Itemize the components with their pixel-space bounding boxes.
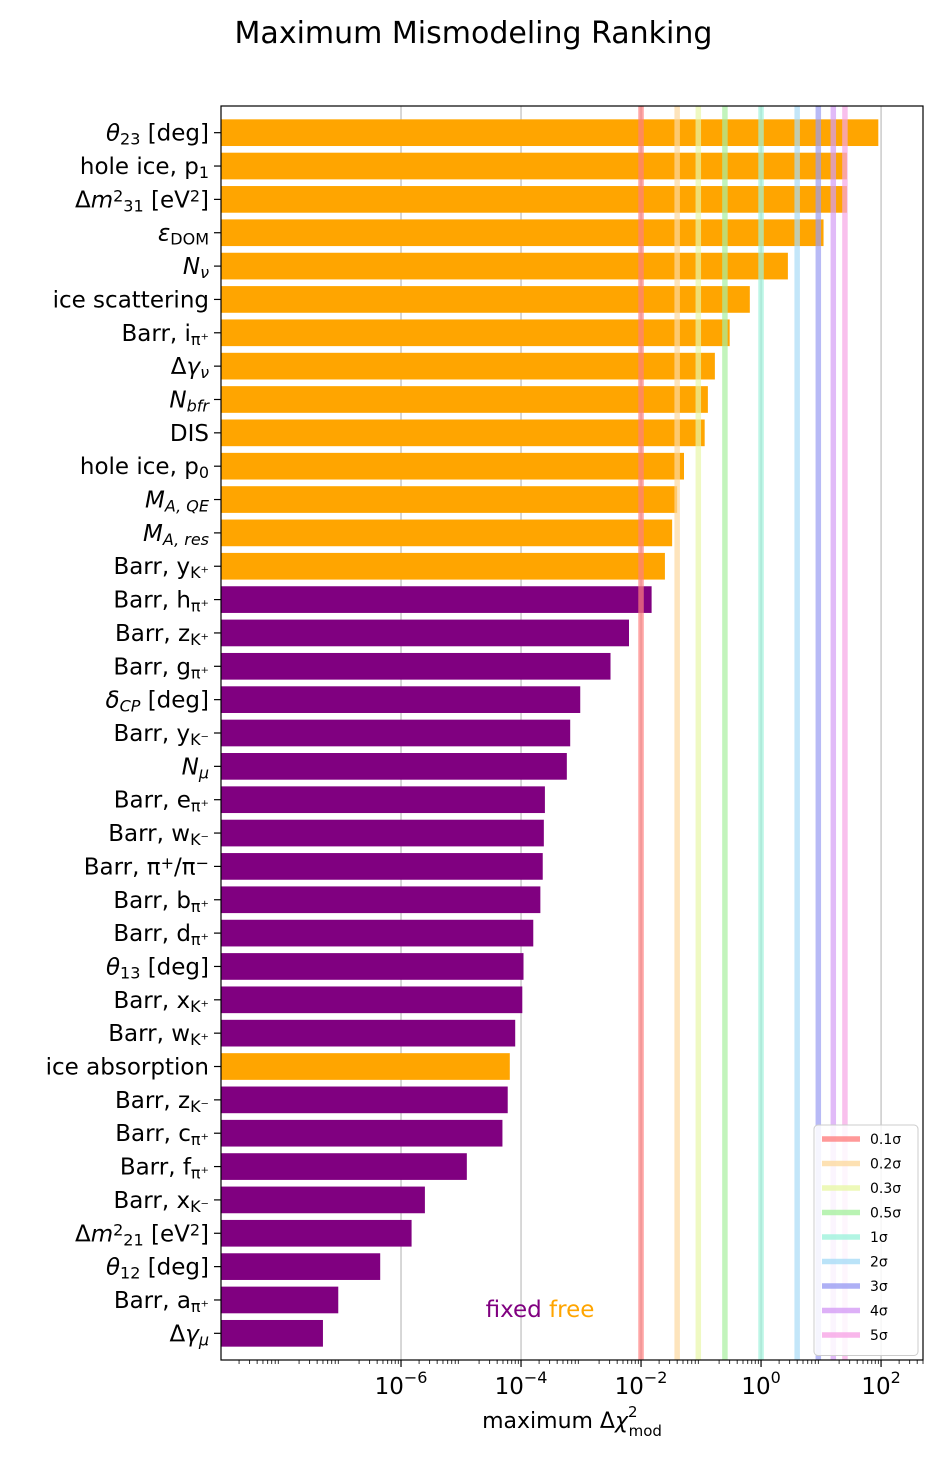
bar-label-31: Barr, fπ⁺ bbox=[120, 1155, 209, 1183]
bar-label-36: Δγμ bbox=[169, 1321, 209, 1349]
bar-label-22: Barr, π+/π− bbox=[84, 853, 209, 880]
bar-label-4: Nν bbox=[183, 254, 209, 282]
chart-title: Maximum Mismodeling Ranking bbox=[234, 16, 713, 51]
bar-label-9: DIS bbox=[170, 421, 209, 447]
legend-label-4: 1σ bbox=[870, 1230, 888, 1246]
legend-label-0: 0.1σ bbox=[870, 1132, 901, 1148]
bar-label-32: Barr, xK⁻ bbox=[113, 1188, 209, 1216]
bar-16 bbox=[221, 652, 611, 680]
x-tick-label-0: 10−6 bbox=[375, 1368, 428, 1400]
fixed-free-annotation: fixed free bbox=[486, 1297, 595, 1323]
bar-label-2: Δm231 [eV2] bbox=[75, 186, 209, 215]
bar-29 bbox=[221, 1086, 508, 1114]
bar-label-6: Barr, iπ⁺ bbox=[122, 321, 209, 349]
bar-11 bbox=[221, 486, 678, 513]
bar-24 bbox=[221, 919, 534, 947]
bar-35 bbox=[221, 1286, 339, 1314]
bar-label-19: Nμ bbox=[182, 754, 209, 782]
bar-20 bbox=[221, 786, 545, 814]
bar-28 bbox=[221, 1053, 510, 1080]
bar-17 bbox=[221, 686, 581, 713]
bar-label-18: Barr, yK⁻ bbox=[113, 721, 209, 749]
bar-18 bbox=[221, 719, 571, 747]
legend-label-3: 0.5σ bbox=[870, 1206, 901, 1222]
legend-label-1: 0.2σ bbox=[870, 1157, 901, 1173]
bar-label-3: εDOM bbox=[158, 221, 209, 249]
bar-label-28: ice absorption bbox=[46, 1055, 209, 1081]
bar-label-11: MA, QE bbox=[145, 488, 210, 516]
bar-label-5: ice scattering bbox=[53, 287, 209, 313]
x-tick-labels: 10−6 10−4 10−2 100 102 bbox=[238, 1360, 924, 1400]
bar-label-26: Barr, xK⁺ bbox=[113, 988, 209, 1016]
bar-label-14: Barr, hπ⁺ bbox=[113, 588, 209, 616]
bar-label-35: Barr, aπ⁺ bbox=[114, 1288, 209, 1316]
bar-label-17: δCP [deg] bbox=[105, 688, 209, 716]
bar-label-34: θ12 [deg] bbox=[106, 1255, 209, 1283]
bar-label-25: θ13 [deg] bbox=[106, 954, 209, 982]
bar-label-10: hole ice, p0 bbox=[80, 454, 209, 482]
legend-label-7: 4σ bbox=[870, 1304, 888, 1320]
bar-6 bbox=[221, 319, 730, 347]
bar-22 bbox=[221, 853, 543, 880]
legend-label-8: 5σ bbox=[870, 1328, 888, 1344]
bar-9 bbox=[221, 419, 705, 447]
bar-label-12: MA, res bbox=[143, 521, 209, 549]
bar-label-20: Barr, eπ⁺ bbox=[114, 788, 209, 816]
bar-32 bbox=[221, 1186, 425, 1214]
bar-23 bbox=[221, 886, 541, 914]
bar-label-16: Barr, gπ⁺ bbox=[113, 654, 209, 682]
legend-label-5: 2σ bbox=[870, 1255, 888, 1271]
x-tick-label-4: 102 bbox=[861, 1368, 900, 1400]
bar-21 bbox=[221, 819, 544, 847]
bar-label-8: Nbfr bbox=[169, 387, 210, 415]
bar-5 bbox=[221, 286, 750, 313]
legend-label-2: 0.3σ bbox=[870, 1181, 901, 1197]
x-axis-label: maximum Δχ2 mod bbox=[482, 1403, 662, 1440]
bar-7 bbox=[221, 352, 715, 380]
bar-1 bbox=[221, 152, 847, 180]
bar-10 bbox=[221, 452, 685, 480]
legend-box bbox=[813, 1124, 919, 1356]
bar-label-15: Barr, zK⁺ bbox=[115, 621, 209, 649]
bar-label-29: Barr, zK⁻ bbox=[115, 1088, 209, 1116]
bar-label-7: Δγν bbox=[171, 354, 209, 382]
bar-label-23: Barr, bπ⁺ bbox=[113, 888, 209, 916]
sigma-lines bbox=[638, 106, 848, 1360]
bar-label-27: Barr, wK⁺ bbox=[108, 1021, 209, 1049]
bar-36 bbox=[221, 1319, 323, 1347]
bar-34 bbox=[221, 1253, 381, 1280]
bar-2 bbox=[221, 186, 847, 213]
legend-label-6: 3σ bbox=[870, 1279, 888, 1295]
bar-8 bbox=[221, 386, 708, 413]
bar-label-1: hole ice, p1 bbox=[80, 154, 209, 182]
bar-3 bbox=[221, 219, 824, 247]
bar-26 bbox=[221, 986, 523, 1014]
x-tick-label-1: 10−4 bbox=[495, 1368, 548, 1400]
bar-label-24: Barr, dπ⁺ bbox=[113, 921, 209, 949]
bar-27 bbox=[221, 1019, 516, 1047]
bar-4 bbox=[221, 252, 788, 280]
bar-label-0: θ23 [deg] bbox=[106, 121, 209, 149]
bar-label-21: Barr, wK⁻ bbox=[108, 821, 209, 849]
x-tick-label-2: 10−2 bbox=[615, 1368, 668, 1400]
bar-label-13: Barr, yK⁺ bbox=[113, 554, 209, 582]
y-tick-labels: θ23 [deg] hole ice, p1 Δm231 [eV2] εDOM Nν ic… bbox=[46, 121, 221, 1349]
bar-19 bbox=[221, 753, 567, 780]
bar-layer bbox=[221, 119, 879, 1347]
bar-12 bbox=[221, 519, 673, 547]
bar-13 bbox=[221, 552, 665, 580]
bar-33 bbox=[221, 1219, 412, 1247]
bar-label-30: Barr, cπ⁺ bbox=[115, 1121, 209, 1149]
bar-30 bbox=[221, 1119, 503, 1147]
x-tick-label-3: 100 bbox=[741, 1368, 780, 1400]
bar-14 bbox=[221, 586, 652, 613]
bar-0 bbox=[221, 119, 879, 147]
bar-label-33: Δm221 [eV2] bbox=[75, 1220, 209, 1249]
bar-25 bbox=[221, 953, 524, 980]
legend: 0.1σ 0.2σ 0.3σ 0.5σ 1σ 2σ 3σ 4σ 5σ bbox=[813, 1124, 919, 1356]
bar-15 bbox=[221, 619, 629, 647]
bar-31 bbox=[221, 1153, 467, 1180]
